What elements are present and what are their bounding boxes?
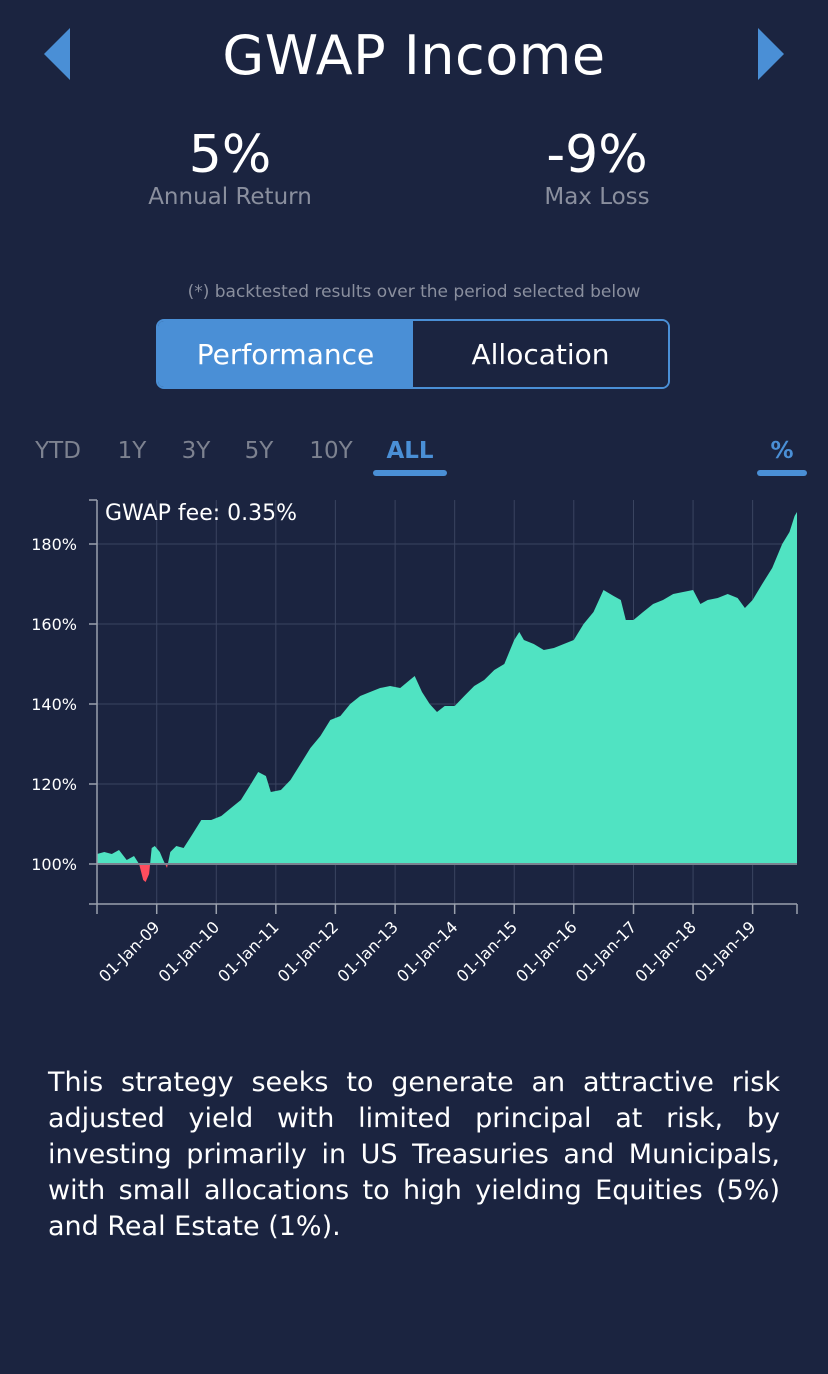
y-tick-label: 100% [31,855,77,874]
range-ytd[interactable]: YTD [35,438,81,464]
x-tick-label: 01-Jan-14 [393,917,461,985]
x-tick-label: 01-Jan-16 [512,917,580,985]
x-tick-label: 01-Jan-12 [274,917,342,985]
previous-arrow-icon[interactable] [44,28,70,80]
gain-area [97,512,797,864]
fee-annotation: GWAP fee: 0.35% [105,501,297,526]
range-10y[interactable]: 10Y [309,438,353,464]
range-all[interactable]: ALL [386,438,434,464]
percent-toggle[interactable]: % [770,438,794,464]
annual-return-value: 5% [188,125,272,185]
next-arrow-icon[interactable] [758,28,784,80]
max-loss-label: Max Loss [544,184,650,210]
tab-performance[interactable]: Performance [158,321,413,387]
x-tick-label: 01-Jan-09 [95,917,163,985]
x-tick-label: 01-Jan-18 [631,917,699,985]
loss-area [97,864,797,882]
chart-area [97,512,797,882]
max-loss-stat: -9% Max Loss [447,124,747,210]
y-tick-label: 120% [31,775,77,794]
x-tick-label: 01-Jan-13 [333,917,401,985]
x-tick-label: 01-Jan-19 [691,917,759,985]
view-toggle: Performance Allocation [156,319,670,389]
tab-allocation[interactable]: Allocation [413,321,668,387]
percent-underline [757,470,807,476]
range-selector: YTD 1Y 3Y 5Y 10Y ALL [0,438,828,478]
x-tick-label: 01-Jan-11 [214,917,282,985]
range-selected-underline [373,470,447,476]
range-1y[interactable]: 1Y [117,438,147,464]
y-tick-label: 140% [31,695,77,714]
annual-return-stat: 5% Annual Return [80,124,380,210]
y-tick-label: 180% [31,535,77,554]
annual-return-label: Annual Return [148,184,312,210]
performance-chart: 100%120%140%160%180%01-Jan-0901-Jan-1001… [31,499,798,986]
strategy-description: This strategy seeks to generate an attra… [48,1067,780,1242]
range-3y[interactable]: 3Y [181,438,211,464]
x-tick-label: 01-Jan-17 [572,917,640,985]
page-title: GWAP Income [222,24,606,87]
y-tick-label: 160% [31,615,77,634]
range-5y[interactable]: 5Y [244,438,274,464]
x-tick-label: 01-Jan-10 [155,917,223,985]
max-loss-value: -9% [546,125,648,185]
x-tick-label: 01-Jan-15 [453,917,521,985]
backtest-note: (*) backtested results over the period s… [187,282,641,302]
